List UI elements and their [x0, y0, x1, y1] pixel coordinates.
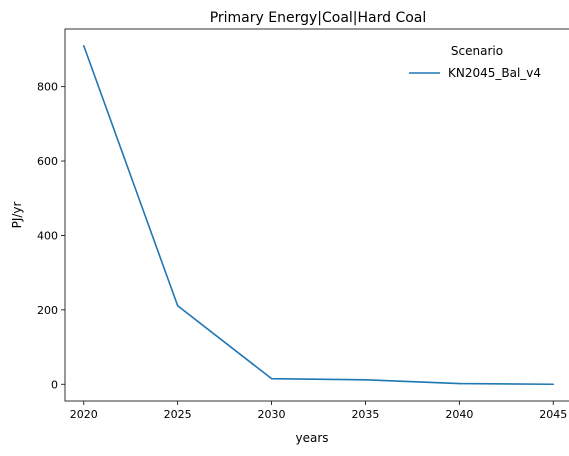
legend-entry-KN2045_Bal_v4: KN2045_Bal_v4 — [448, 66, 541, 80]
x-tick-label-2030: 2030 — [258, 408, 286, 421]
y-tick-label-0: 0 — [51, 378, 58, 391]
y-axis: 0 200 400 600 800 — [37, 81, 65, 391]
x-tick-label-2020: 2020 — [70, 408, 98, 421]
x-tick-label-2040: 2040 — [445, 408, 473, 421]
y-axis-label: PJ/yr — [10, 202, 24, 229]
x-tick-label-2035: 2035 — [351, 408, 379, 421]
data-point-2025 — [176, 304, 179, 307]
data-point-2030 — [270, 377, 273, 380]
y-tick-label-600: 600 — [37, 155, 58, 168]
data-point-2040 — [458, 382, 461, 385]
y-tick-label-800: 800 — [37, 81, 58, 94]
series-layer — [82, 44, 555, 386]
y-tick-label-200: 200 — [37, 304, 58, 317]
y-tick-label-400: 400 — [37, 229, 58, 242]
series-line-KN2045_Bal_v4 — [83, 45, 554, 386]
chart-title: Primary Energy|Coal|Hard Coal — [210, 10, 427, 26]
x-tick-label-2025: 2025 — [164, 408, 192, 421]
data-point-2045 — [552, 383, 555, 386]
legend-title: Scenario — [451, 44, 503, 58]
x-axis-label: years — [295, 431, 328, 445]
x-tick-label-2045: 2045 — [539, 408, 567, 421]
plot-area — [64, 28, 569, 402]
data-point-2020 — [82, 44, 85, 47]
legend: Scenario KN2045_Bal_v4 — [409, 44, 541, 80]
data-point-2035 — [364, 378, 367, 381]
x-axis: 2020 2025 2030 2035 2040 2045 — [70, 401, 567, 421]
